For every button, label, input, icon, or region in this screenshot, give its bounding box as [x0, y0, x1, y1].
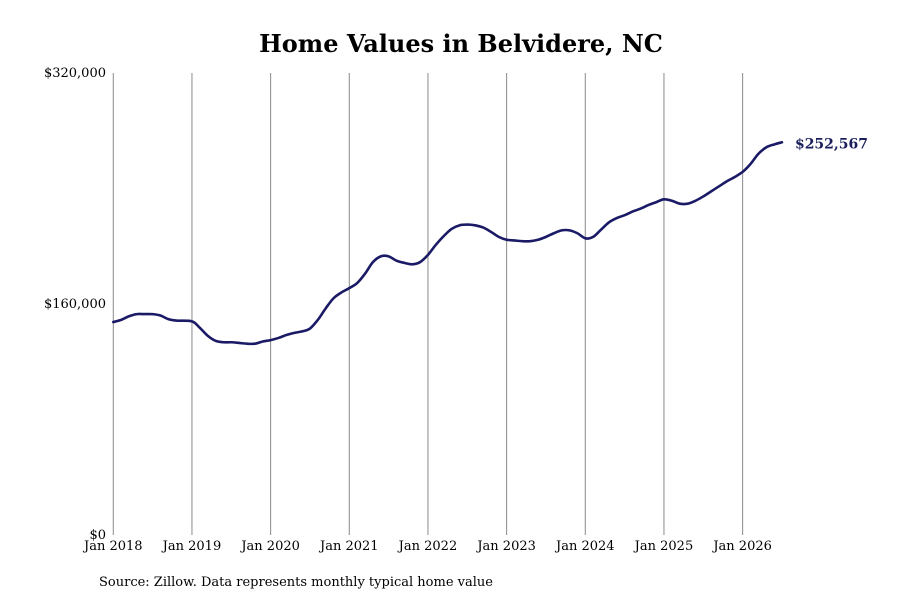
x-tick-label: Jan 2022 — [397, 539, 458, 554]
x-tick-label: Jan 2023 — [475, 539, 536, 554]
y-axis-tick-labels: $0 $160,000 $320,000 — [44, 66, 106, 543]
y-tick-label: $320,000 — [44, 66, 106, 81]
vertical-gridlines — [112, 73, 744, 535]
chart-title: Home Values in Belvidere, NC — [259, 29, 663, 58]
source-note: Source: Zillow. Data represents monthly … — [99, 575, 493, 590]
y-tick-label: $0 — [89, 528, 106, 543]
x-tick-label: Jan 2026 — [711, 539, 772, 554]
latest-value-label: $252,567 — [795, 136, 868, 152]
x-tick-label: Jan 2025 — [633, 539, 694, 554]
x-tick-label: Jan 2024 — [554, 539, 615, 554]
x-axis-tick-labels: Jan 2018 Jan 2019 Jan 2020 Jan 2021 Jan 2022… — [82, 539, 772, 554]
home-value-series-line — [111, 141, 784, 346]
x-tick-label: Jan 2018 — [82, 539, 143, 554]
x-tick-label: Jan 2019 — [161, 539, 222, 554]
x-tick-label: Jan 2020 — [239, 539, 300, 554]
x-tick-label: Jan 2021 — [318, 539, 379, 554]
y-tick-label: $160,000 — [44, 297, 106, 312]
